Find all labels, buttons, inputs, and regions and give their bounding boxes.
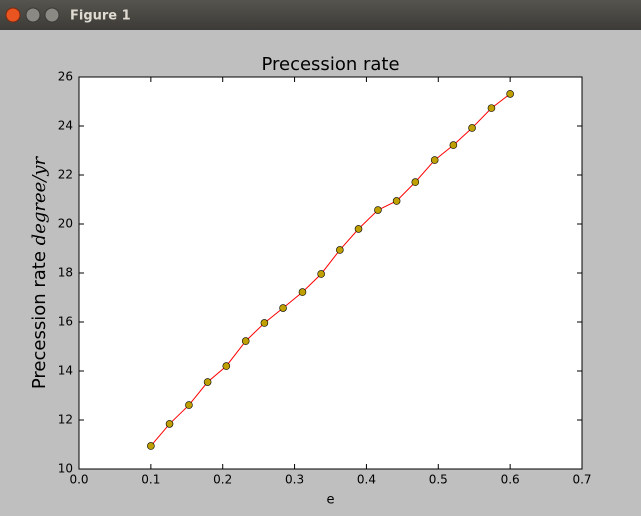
x-tick-label: 0.4: [357, 473, 376, 487]
x-tick-label: 0.5: [429, 473, 448, 487]
data-point: [317, 270, 325, 278]
x-axis-label: e: [327, 493, 335, 508]
y-axis-label-text: Precession rate: [29, 251, 50, 389]
title-bar: [0, 0, 641, 30]
data-point: [468, 124, 476, 132]
data-point: [354, 225, 363, 233]
minimize-button[interactable]: [25, 7, 41, 23]
data-point: [147, 442, 155, 450]
y-tick-label: 20: [58, 217, 73, 231]
data-point: [487, 104, 496, 112]
y-tick-label: 14: [58, 364, 73, 378]
y-tick-label: 10: [58, 462, 73, 476]
window-title: Figure 1: [70, 9, 131, 24]
y-tick-label: 12: [58, 413, 73, 427]
y-tick-label: 26: [58, 70, 73, 84]
x-tick-label: 0.1: [141, 473, 160, 487]
data-point: [506, 90, 514, 98]
y-tick-label: 16: [58, 315, 73, 329]
data-point: [260, 319, 269, 327]
series-line: [150, 93, 511, 447]
y-tick-label: 24: [58, 119, 73, 133]
close-button[interactable]: [5, 7, 21, 23]
data-point: [374, 206, 382, 214]
data-point: [185, 401, 193, 409]
data-point: [203, 378, 212, 386]
x-tick-label: 0.6: [501, 473, 520, 487]
plot-area: [78, 76, 583, 470]
data-point: [279, 304, 287, 312]
maximize-button[interactable]: [44, 7, 60, 23]
y-axis-label: Precession rate degree/yr: [29, 155, 50, 389]
data-point: [336, 246, 344, 254]
data-point: [241, 337, 250, 345]
x-tick-label: 0.0: [69, 473, 88, 487]
data-point: [430, 156, 439, 164]
data-point: [222, 362, 231, 370]
data-point: [298, 288, 307, 296]
x-tick-label: 0.2: [213, 473, 232, 487]
data-point: [449, 141, 458, 149]
chart-title: Precession rate: [261, 54, 399, 75]
x-tick-label: 0.3: [285, 473, 304, 487]
data-point: [392, 197, 401, 205]
data-point: [411, 178, 420, 186]
y-tick-label: 22: [58, 168, 73, 182]
y-tick-label: 18: [58, 266, 73, 280]
y-axis-label-unit: degree/yr: [29, 155, 50, 245]
data-point: [165, 420, 174, 428]
x-tick-label: 0.7: [572, 473, 591, 487]
